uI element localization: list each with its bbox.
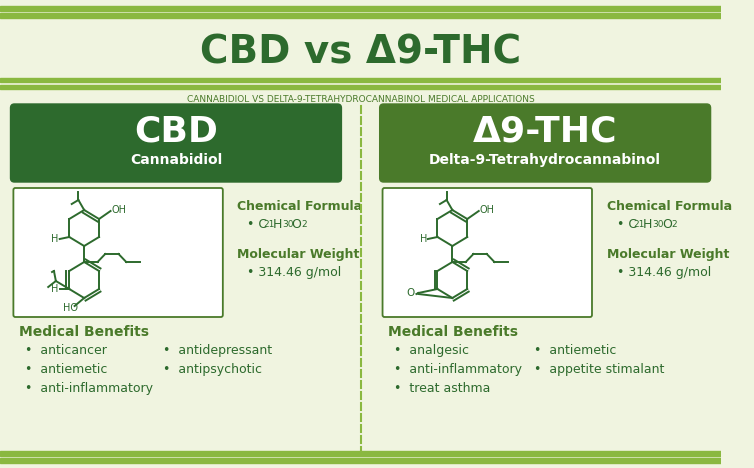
FancyBboxPatch shape bbox=[14, 188, 223, 317]
Bar bbox=[0, 13, 721, 18]
Text: HO: HO bbox=[63, 303, 78, 313]
Text: •  anticancer: • anticancer bbox=[25, 344, 107, 357]
Text: • 314.46 g/mol: • 314.46 g/mol bbox=[247, 266, 341, 279]
Text: • C: • C bbox=[247, 218, 267, 231]
Text: Delta-9-Tetrahydrocannabinol: Delta-9-Tetrahydrocannabinol bbox=[429, 153, 661, 167]
Text: H: H bbox=[51, 234, 59, 244]
Text: H: H bbox=[642, 218, 652, 231]
FancyBboxPatch shape bbox=[11, 104, 342, 182]
Text: •  anti-inflammatory: • anti-inflammatory bbox=[394, 363, 522, 376]
Bar bbox=[0, 451, 721, 456]
Text: • C: • C bbox=[617, 218, 637, 231]
Text: •  antiemetic: • antiemetic bbox=[534, 344, 616, 357]
Text: CBD vs Δ9-THC: CBD vs Δ9-THC bbox=[200, 33, 521, 71]
Text: Molecular Weight: Molecular Weight bbox=[607, 248, 730, 261]
Text: •  anti-inflammatory: • anti-inflammatory bbox=[25, 382, 153, 395]
FancyBboxPatch shape bbox=[380, 104, 710, 182]
Text: 21: 21 bbox=[263, 220, 274, 229]
Text: •  antipsychotic: • antipsychotic bbox=[163, 363, 262, 376]
Text: 21: 21 bbox=[633, 220, 645, 229]
Text: Δ9-THC: Δ9-THC bbox=[473, 115, 618, 149]
Text: Medical Benefits: Medical Benefits bbox=[388, 325, 518, 339]
Text: H: H bbox=[51, 284, 59, 294]
Text: Medical Benefits: Medical Benefits bbox=[19, 325, 149, 339]
Text: O: O bbox=[662, 218, 672, 231]
Text: O: O bbox=[407, 288, 415, 299]
Bar bbox=[0, 6, 721, 11]
Text: •  analgesic: • analgesic bbox=[394, 344, 469, 357]
Text: 2: 2 bbox=[671, 220, 677, 229]
Text: •  antiemetic: • antiemetic bbox=[25, 363, 107, 376]
Text: •  appetite stimalant: • appetite stimalant bbox=[534, 363, 664, 376]
Text: OH: OH bbox=[480, 205, 495, 215]
Text: 30: 30 bbox=[282, 220, 293, 229]
Text: Chemical Formula: Chemical Formula bbox=[607, 200, 732, 213]
Text: OH: OH bbox=[112, 205, 127, 215]
Bar bbox=[0, 78, 721, 82]
Text: H: H bbox=[272, 218, 282, 231]
Text: O: O bbox=[292, 218, 302, 231]
Text: • 314.46 g/mol: • 314.46 g/mol bbox=[617, 266, 711, 279]
Text: 2: 2 bbox=[302, 220, 307, 229]
Text: CANNABIDIOL VS DELTA-9-TETRAHYDROCANNABINOL MEDICAL APPLICATIONS: CANNABIDIOL VS DELTA-9-TETRAHYDROCANNABI… bbox=[187, 95, 535, 104]
Bar bbox=[0, 85, 721, 89]
Text: •  treat asthma: • treat asthma bbox=[394, 382, 490, 395]
Text: •  antidepressant: • antidepressant bbox=[163, 344, 271, 357]
Text: Molecular Weight: Molecular Weight bbox=[238, 248, 360, 261]
Text: H: H bbox=[420, 234, 428, 244]
Text: Cannabidiol: Cannabidiol bbox=[130, 153, 222, 167]
Text: CBD: CBD bbox=[134, 115, 218, 149]
Text: 30: 30 bbox=[652, 220, 664, 229]
Text: Chemical Formula: Chemical Formula bbox=[238, 200, 363, 213]
Bar bbox=[0, 458, 721, 463]
FancyBboxPatch shape bbox=[382, 188, 592, 317]
